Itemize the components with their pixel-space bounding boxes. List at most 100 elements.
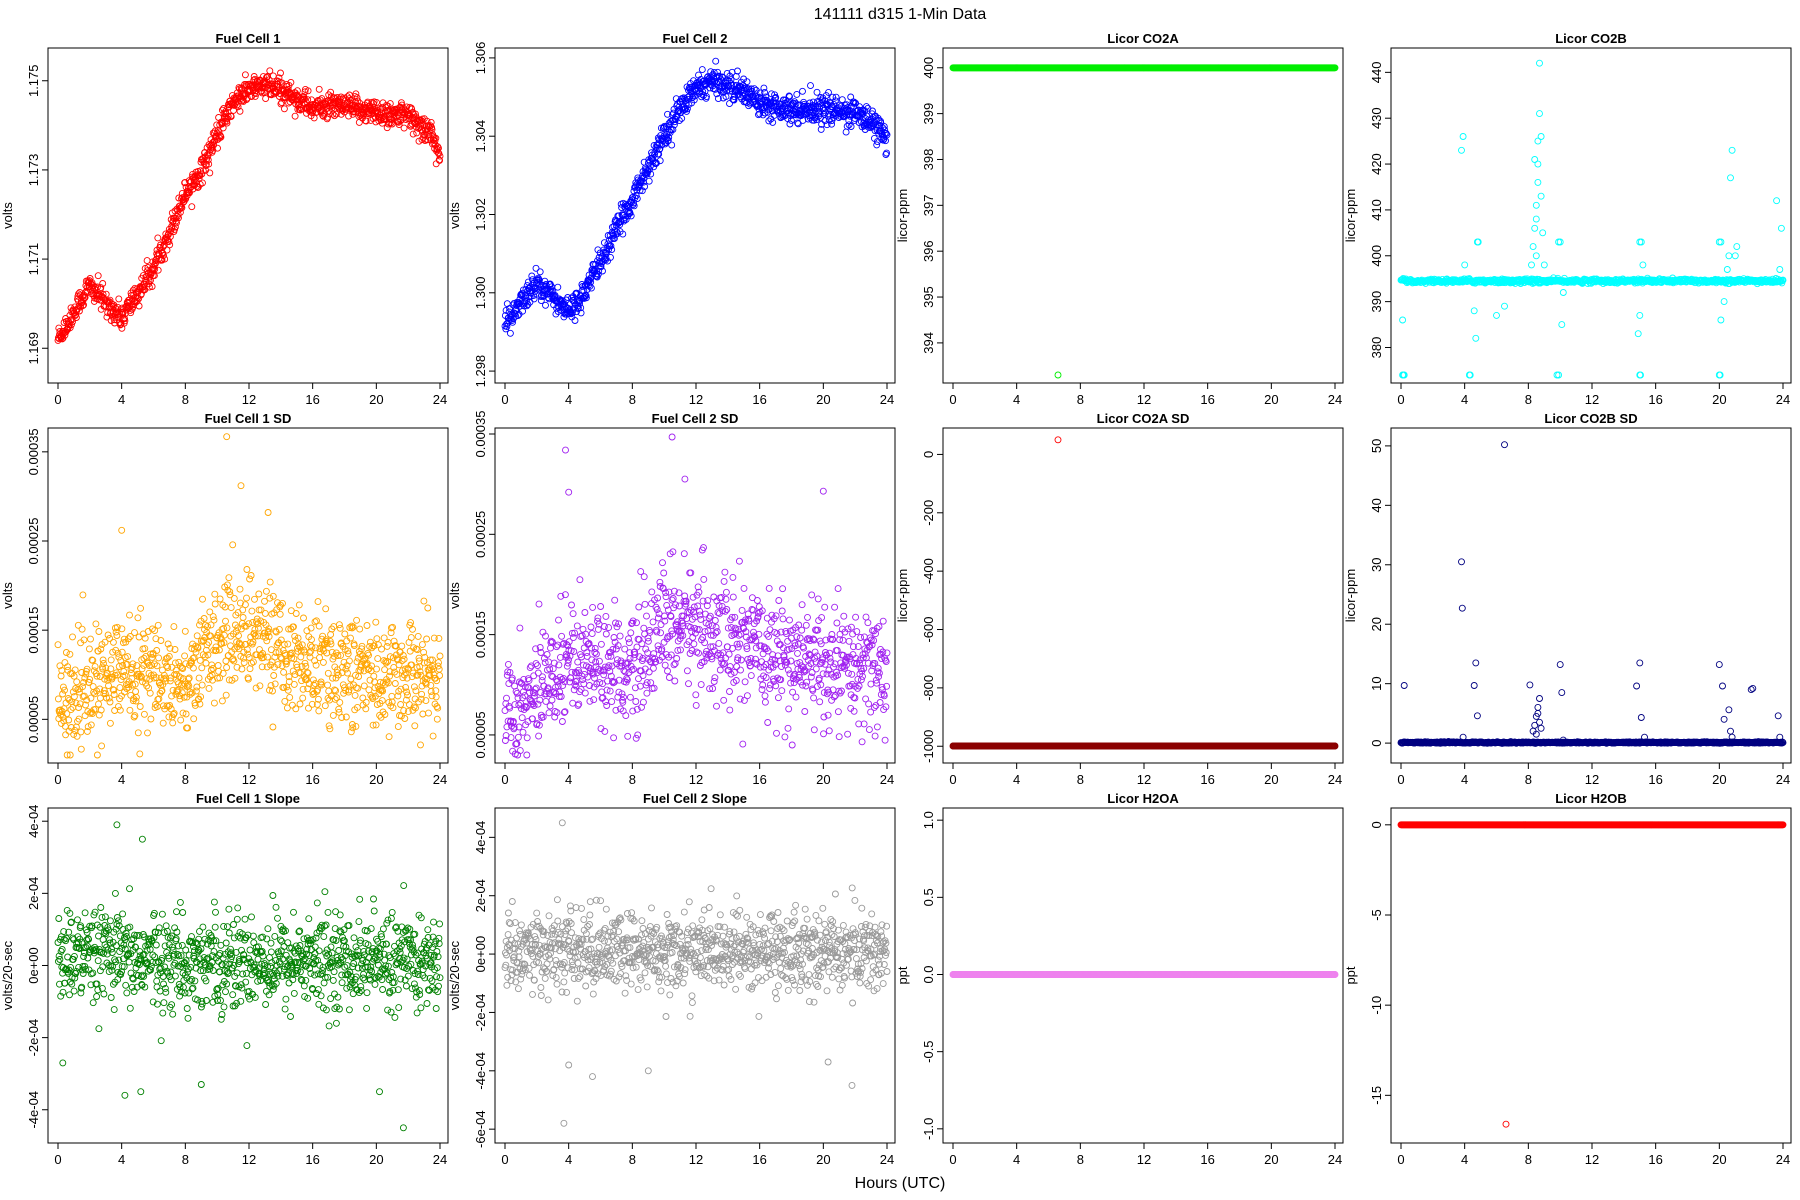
x-tick-label: 16 [1648, 392, 1662, 407]
data-point [160, 252, 167, 260]
data-point [324, 681, 332, 689]
y-tick-label: 380 [1369, 337, 1384, 359]
data-point [504, 660, 512, 668]
data-point [103, 313, 111, 321]
data-point [129, 660, 137, 668]
data-point [77, 728, 85, 736]
x-tick-label: 12 [689, 392, 703, 407]
data-point [315, 85, 323, 93]
data-point [734, 67, 741, 75]
data-point [116, 706, 124, 714]
data-point [397, 701, 405, 708]
data-point [95, 628, 103, 635]
outlier-point [1731, 252, 1739, 260]
data-point [558, 632, 566, 640]
data-point [409, 130, 417, 138]
data-point [78, 625, 86, 633]
data-point [592, 650, 600, 658]
data-point [300, 614, 307, 622]
data-point [106, 698, 114, 706]
data-point [351, 691, 359, 699]
data-point [356, 625, 364, 633]
x-tick-label: 0 [54, 772, 61, 787]
data-point [287, 78, 295, 86]
data-point [189, 664, 197, 672]
data-point [136, 750, 144, 758]
data-point [548, 696, 556, 704]
data-point [305, 704, 312, 712]
data-point [299, 694, 307, 702]
data-point [102, 290, 110, 298]
data-point [616, 632, 624, 640]
data-point [304, 96, 312, 104]
data-point [172, 214, 180, 222]
y-tick-label: 0.00035 [473, 411, 488, 458]
data-point [373, 635, 381, 643]
plot-frame [1390, 47, 1792, 384]
data-point [106, 635, 114, 642]
data-point [62, 649, 70, 656]
data-point [146, 689, 154, 697]
data-point [57, 672, 65, 680]
outlier-point [1532, 252, 1540, 260]
y-tick-label: 1.306 [473, 42, 488, 75]
data-point [712, 57, 720, 65]
x-tick-label: 0 [501, 772, 508, 787]
outlier-point [1532, 201, 1540, 209]
data-point [177, 716, 185, 724]
outlier-point [1636, 311, 1644, 319]
outlier-point [1531, 156, 1539, 163]
data-point [132, 688, 140, 695]
data-point [198, 681, 206, 689]
data-point [293, 91, 301, 99]
data-point [632, 698, 640, 705]
data-point [111, 707, 119, 714]
data-point [292, 610, 300, 617]
data-point [199, 595, 206, 603]
data-point [278, 99, 286, 107]
data-point [144, 729, 151, 737]
series-points [949, 64, 1339, 379]
x-tick-label: 12 [1585, 392, 1599, 407]
data-point [227, 642, 234, 650]
data-point [301, 88, 309, 96]
data-point [625, 639, 633, 647]
data-point [155, 654, 163, 662]
data-point [588, 630, 596, 638]
y-tick-label: 395 [921, 286, 936, 308]
data-point [324, 669, 332, 677]
data-point [79, 302, 87, 309]
data-point [353, 94, 361, 102]
data-point [632, 734, 640, 742]
series-points [54, 67, 444, 344]
data-point [176, 208, 184, 216]
y-tick-label: 1.302 [473, 198, 488, 231]
data-point [193, 182, 201, 190]
panel-title: Fuel Cell 1 [215, 31, 280, 46]
x-tick-label: 20 [816, 772, 830, 787]
data-point [340, 94, 348, 102]
data-point [106, 719, 114, 727]
data-point [336, 624, 344, 632]
x-tick-label: 24 [880, 772, 894, 787]
data-point [602, 630, 610, 638]
panel-grid: Fuel Cell 10 4 8 12 16 20 241.1691.1711.1731.1… [0, 31, 1792, 1167]
panel-fc1: Fuel Cell 10 4 8 12 16 20 241.1691.1711.1731.1… [0, 31, 449, 407]
y-tick-label: 400 [1369, 245, 1384, 267]
data-point [373, 665, 380, 673]
plot-frame [942, 47, 1344, 384]
data-point [793, 90, 801, 98]
data-point [534, 662, 541, 670]
data-point [635, 603, 643, 611]
y-tick-label: 1.300 [473, 277, 488, 310]
data-point [372, 618, 380, 626]
data-point [842, 128, 850, 136]
data-point [94, 272, 102, 280]
y-tick-label: 397 [921, 194, 936, 216]
data-point [227, 113, 235, 120]
data-point [73, 678, 81, 686]
data-point [134, 729, 142, 737]
y-tick-label: 1.169 [26, 332, 41, 365]
data-point [315, 707, 323, 715]
data-point [113, 632, 121, 639]
